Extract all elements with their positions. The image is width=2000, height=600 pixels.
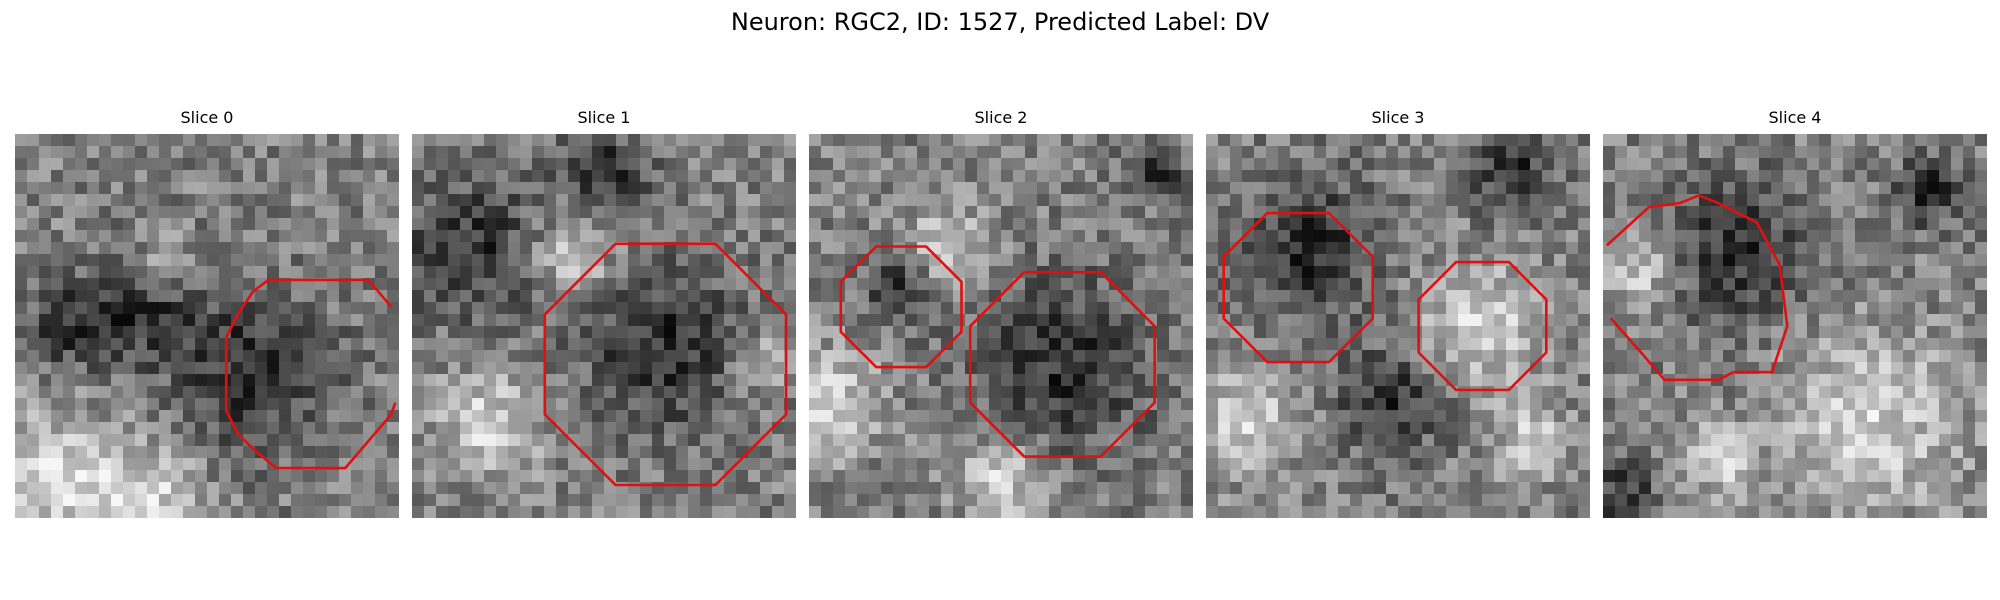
cell-contour-2-0 — [839, 245, 963, 369]
figure-title: Neuron: RGC2, ID: 1527, Predicted Label:… — [730, 8, 1270, 36]
cell-contour-4-0 — [1605, 194, 1789, 382]
slice-image-0 — [15, 134, 399, 518]
slice-image-3 — [1206, 134, 1590, 518]
slice-title-4: Slice 4 — [1768, 108, 1822, 127]
slice-title-1: Slice 1 — [577, 108, 631, 127]
cell-contour-2-1 — [968, 270, 1157, 458]
slice-title-3: Slice 3 — [1371, 108, 1425, 127]
slice-image-1 — [412, 134, 796, 518]
slice-title-0: Slice 0 — [180, 108, 234, 127]
slice-image-4 — [1603, 134, 1987, 518]
cell-contour-3-1 — [1417, 260, 1548, 392]
cell-contour-3-0 — [1222, 211, 1374, 364]
cell-contour-1-0 — [543, 242, 788, 487]
slice-image-2 — [809, 134, 1193, 518]
cell-contour-0-0 — [224, 278, 397, 470]
slice-title-2: Slice 2 — [974, 108, 1028, 127]
